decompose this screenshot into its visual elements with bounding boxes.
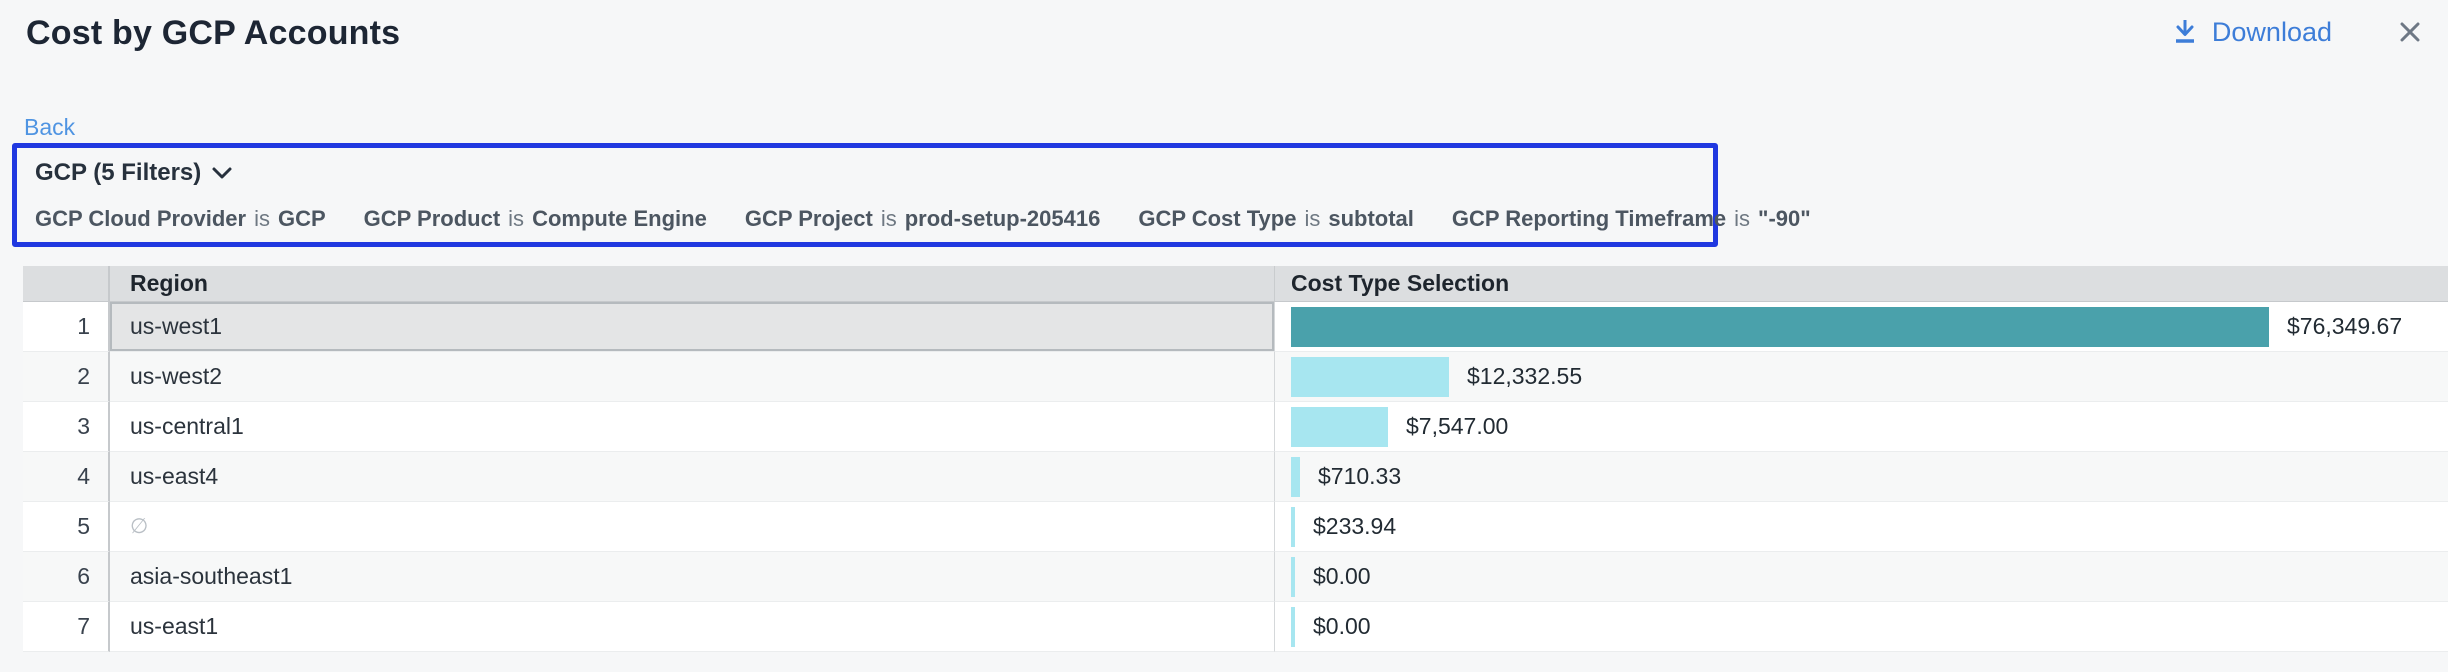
top-right-actions: Download [2170, 16, 2426, 48]
cost-bar [1291, 356, 1449, 397]
filter-group-box: GCP (5 Filters) GCP Cloud Provider is GC… [12, 143, 1811, 247]
region-cell[interactable]: ∅ [110, 502, 1275, 552]
row-number-column-header [23, 266, 110, 301]
row-number-cell: 7 [23, 602, 110, 652]
cost-value-label: $0.00 [1313, 613, 1371, 639]
filter-operator: is [880, 206, 897, 231]
filter-conditions-list: GCP Cloud Provider is GCP GCP Product is… [35, 206, 1811, 232]
table-row[interactable]: 3 us-central1 $7,547.00 [23, 402, 2448, 452]
row-number-cell: 5 [23, 502, 110, 552]
region-column-header: Region [110, 266, 1275, 301]
filter-summary-label: GCP (5 Filters) [35, 159, 202, 186]
table-row[interactable]: 5 ∅ $233.94 [23, 502, 2448, 552]
filter-value: prod-setup-205416 [904, 206, 1101, 231]
cost-bar [1291, 556, 1295, 597]
page-title: Cost by GCP Accounts [26, 14, 401, 52]
table-row[interactable]: 1 us-west1 $76,349.67 [23, 302, 2448, 352]
cost-bar [1291, 506, 1295, 547]
filter-name: GCP Cost Type [1138, 206, 1297, 231]
row-number-cell: 4 [23, 452, 110, 502]
row-number-cell: 6 [23, 552, 110, 602]
filter-summary-dropdown[interactable]: GCP (5 Filters) [35, 159, 233, 187]
table-row[interactable]: 4 us-east4 $710.33 [23, 452, 2448, 502]
filter-condition[interactable]: GCP Cost Type is subtotal [1138, 206, 1414, 232]
region-cell[interactable]: us-west1 [110, 302, 1275, 352]
filter-condition[interactable]: GCP Product is Compute Engine [364, 206, 707, 232]
cost-table: Region Cost Type Selection 1 us-west1 $7… [23, 266, 2448, 652]
region-cell[interactable]: us-central1 [110, 402, 1275, 452]
cost-value-label: $710.33 [1318, 463, 1402, 489]
cost-value-label: $7,547.00 [1406, 413, 1509, 439]
cost-bar-cell[interactable]: $76,349.67 [1275, 302, 2448, 352]
cost-bar-cell[interactable]: $7,547.00 [1275, 402, 2448, 452]
close-button[interactable] [2394, 16, 2426, 48]
download-icon [2170, 16, 2200, 48]
download-label: Download [2211, 16, 2332, 47]
row-number-cell: 1 [23, 302, 110, 352]
cost-bar [1291, 606, 1295, 647]
filter-value: subtotal [1328, 206, 1414, 231]
filter-condition[interactable]: GCP Cloud Provider is GCP [35, 206, 326, 232]
cost-value-label: $12,332.55 [1467, 363, 1583, 389]
filter-name: GCP Cloud Provider [35, 206, 247, 231]
region-cell[interactable]: us-east4 [110, 452, 1275, 502]
cost-bar [1291, 456, 1300, 497]
cost-column-header: Cost Type Selection [1291, 270, 1510, 296]
close-icon [2394, 16, 2426, 48]
region-cell[interactable]: asia-southeast1 [110, 552, 1275, 602]
chevron-down-icon [211, 166, 233, 180]
filter-operator: is [1304, 206, 1321, 231]
filter-condition[interactable]: GCP Reporting Timeframe is "-90" [1452, 206, 1811, 232]
back-link[interactable]: Back [24, 114, 76, 140]
table-row[interactable]: 6 asia-southeast1 $0.00 [23, 552, 2448, 602]
cost-bar-cell[interactable]: $233.94 [1275, 502, 2448, 552]
filter-name: GCP Project [744, 206, 873, 231]
table-row[interactable]: 7 us-east1 $0.00 [23, 602, 2448, 652]
table-header-row: Region Cost Type Selection [23, 266, 2448, 302]
region-cell[interactable]: us-east1 [110, 602, 1275, 652]
region-cell[interactable]: us-west2 [110, 352, 1275, 402]
filter-name: GCP Reporting Timeframe [1451, 206, 1727, 231]
filter-name: GCP Product [363, 206, 501, 231]
cost-value-label: $233.94 [1313, 513, 1397, 539]
row-number-cell: 3 [23, 402, 110, 452]
table-body: 1 us-west1 $76,349.67 2 us-west2 $12,332… [23, 302, 2448, 652]
row-number-cell: 2 [23, 352, 110, 402]
cost-bar-cell[interactable]: $0.00 [1275, 552, 2448, 602]
cost-bar [1291, 406, 1388, 447]
cost-value-label: $76,349.67 [2287, 313, 2403, 339]
cost-bar-cell[interactable]: $710.33 [1275, 452, 2448, 502]
filter-operator: is [508, 206, 525, 231]
filter-operator: is [254, 206, 270, 231]
filter-value: GCP [277, 206, 326, 231]
download-button[interactable]: Download [2170, 16, 2332, 48]
filter-value: "-90" [1758, 206, 1811, 231]
cost-bar-cell[interactable]: $12,332.55 [1275, 352, 2448, 402]
table-row[interactable]: 2 us-west2 $12,332.55 [23, 352, 2448, 402]
cost-bar [1291, 306, 2269, 347]
filter-value: Compute Engine [532, 206, 707, 231]
cost-bar-cell[interactable]: $0.00 [1275, 602, 2448, 652]
filter-operator: is [1734, 206, 1751, 231]
cost-value-label: $0.00 [1313, 563, 1371, 589]
filter-condition[interactable]: GCP Project is prod-setup-205416 [745, 206, 1101, 232]
